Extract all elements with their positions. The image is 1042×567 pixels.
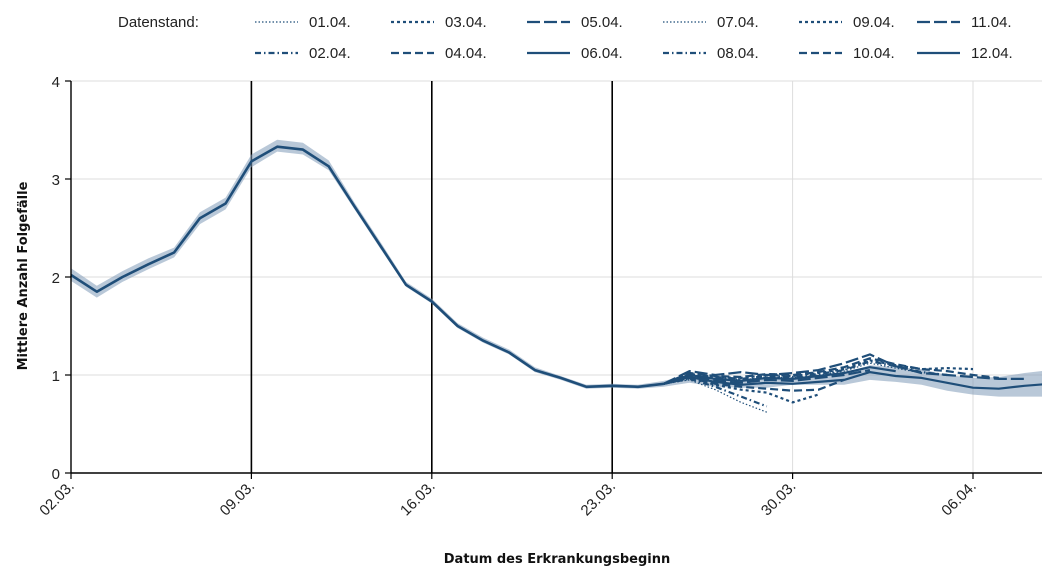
x-axis-title: Datum des Erkrankungsbeginn [444, 552, 670, 567]
series-line-common [70, 145, 664, 389]
y-tick-label: 1 [52, 368, 60, 385]
y-tick-label: 0 [52, 466, 60, 483]
legend-label: 05.04. [581, 14, 623, 31]
series-lines [70, 145, 1042, 413]
legend-label: 04.04. [445, 45, 487, 62]
legend-label: 09.04. [853, 14, 895, 31]
legend-label: 10.04. [853, 45, 895, 62]
legend-label: 07.04. [717, 14, 759, 31]
y-tick-label: 3 [52, 172, 60, 189]
y-axis-title: Mittlere Anzahl Folgefälle [16, 181, 31, 370]
series-line-12-04 [663, 371, 1042, 390]
legend-label: 12.04. [971, 45, 1013, 62]
reference-lines [250, 81, 614, 473]
axes: 0 1 2 3 4 02.03. 09.03. 16.03. 23.03. 30.03. 06.04… [36, 74, 1042, 519]
legend-label: 06.04. [581, 45, 623, 62]
confidence-band [71, 139, 1042, 397]
uncertainty-band [71, 139, 1042, 397]
legend-label: 01.04. [309, 14, 351, 31]
series-line-10-04 [663, 357, 999, 385]
grid-lines [70, 80, 1042, 474]
x-tick-label: 02.03. [36, 478, 78, 520]
series-line-11-04 [663, 353, 1025, 385]
y-tick-label: 4 [52, 74, 60, 91]
legend: Datenstand: 01.04. 02.04. 03.04. 04.04. 05.0… [118, 14, 1013, 62]
x-tick-label: 23.03. [578, 478, 620, 520]
legend-label: 03.04. [445, 14, 487, 31]
legend-title: Datenstand: [118, 14, 199, 31]
x-tick-label: 09.03. [217, 478, 259, 520]
x-tick-label: 06.04. [938, 478, 980, 520]
series-line-01-04 [663, 379, 768, 413]
legend-label: 02.04. [309, 45, 351, 62]
series-line-06-04 [663, 366, 896, 385]
y-tick-label: 2 [52, 270, 60, 287]
legend-label: 08.04. [717, 45, 759, 62]
x-tick-label: 16.03. [397, 478, 439, 520]
legend-label: 11.04. [971, 14, 1012, 31]
x-tick-label: 30.03. [758, 478, 800, 520]
series-line-08-04 [663, 360, 948, 385]
